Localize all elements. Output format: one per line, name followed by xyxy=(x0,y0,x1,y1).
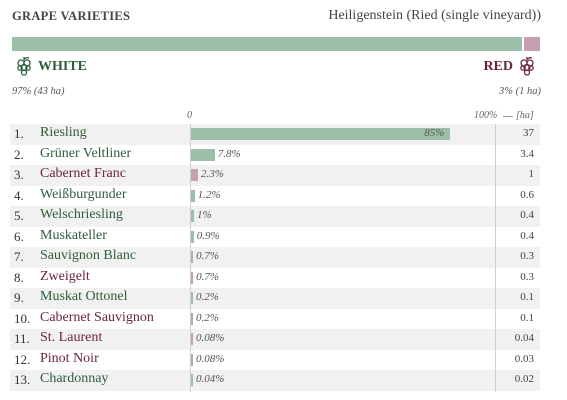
variety-share-bar xyxy=(191,333,193,345)
variety-hectares: 0.04 xyxy=(514,332,534,344)
variety-share-bar xyxy=(191,210,195,222)
variety-row: 11. St. Laurent 0.08% 0.04 xyxy=(10,329,540,350)
white-grape-icon xyxy=(17,57,31,76)
red-group-label: RED xyxy=(483,59,513,74)
variety-rank: 11. xyxy=(14,331,30,346)
variety-rank: 5. xyxy=(14,208,24,223)
red-share-label: 3% (1 ha) xyxy=(499,86,541,97)
variety-share-bar xyxy=(191,353,193,366)
variety-share-bar xyxy=(191,292,193,304)
variety-share-label: 0.7% xyxy=(196,270,220,283)
variety-row: 4. Weißburgunder 1.2% 0.6 xyxy=(10,186,540,207)
variety-name: Riesling xyxy=(40,125,87,140)
variety-share-label: 0.04% xyxy=(196,373,225,385)
variety-row: 6. Muskateller 0.9% 0.4 xyxy=(10,227,540,248)
axis-header-dash xyxy=(503,116,513,117)
red-share-segment xyxy=(524,37,540,51)
variety-name: Muskat Ottonel xyxy=(40,289,128,304)
white-group-label: WHITE xyxy=(38,59,88,74)
variety-hectares: 0.6 xyxy=(520,188,534,201)
chart-title: GRAPE VARIETIES xyxy=(12,9,131,23)
variety-share-label: 2.3% xyxy=(201,168,224,180)
axis-end-label: 100% xyxy=(474,110,498,121)
variety-rank: 3. xyxy=(14,167,24,182)
variety-hectares: 0.3 xyxy=(520,250,534,262)
white-share-label: 97% (43 ha) xyxy=(12,86,65,97)
variety-row: 9. Muskat Ottonel 0.2% 0.1 xyxy=(10,288,540,309)
variety-share-bar xyxy=(191,148,215,161)
variety-row: 2. Grüner Veltliner 7.8% 3.4 xyxy=(10,145,540,166)
variety-rank: 2. xyxy=(14,146,24,162)
variety-rank: 8. xyxy=(14,269,24,285)
variety-row: 8. Zweigelt 0.7% 0.3 xyxy=(10,268,540,289)
hectare-column-header: [ha] xyxy=(516,110,534,121)
variety-share-label: 1% xyxy=(197,209,212,221)
variety-rank: 13. xyxy=(14,372,31,387)
variety-name: St. Laurent xyxy=(40,330,103,345)
variety-share-label: 1.2% xyxy=(197,188,221,201)
bar-axis-start-line xyxy=(190,124,191,392)
vineyard-subtitle: Heiligenstein (Ried (single vineyard)) xyxy=(328,8,541,23)
white-share-segment xyxy=(12,37,522,51)
variety-share-bar xyxy=(191,169,198,181)
variety-hectares: 37 xyxy=(523,127,534,139)
variety-rank: 1. xyxy=(14,126,24,141)
variety-share-bar xyxy=(191,251,194,263)
variety-share-bar xyxy=(191,189,195,202)
variety-hectares: 1 xyxy=(528,168,535,180)
variety-row: 5. Welschriesling 1% 0.4 xyxy=(10,206,540,227)
variety-share-bar xyxy=(191,230,194,243)
variety-rank: 9. xyxy=(14,290,24,305)
variety-name: Cabernet Sauvignon xyxy=(40,309,154,325)
variety-share-label: 0.2% xyxy=(196,311,219,324)
axis-start-label: 0 xyxy=(187,110,192,121)
variety-name: Cabernet Franc xyxy=(40,166,126,181)
variety-rank: 4. xyxy=(14,187,24,203)
variety-name: Welschriesling xyxy=(40,207,123,222)
variety-share-bar xyxy=(191,374,193,386)
hectare-column-divider xyxy=(495,124,496,392)
variety-rank: 10. xyxy=(14,310,31,326)
variety-share-bar xyxy=(191,312,193,325)
variety-share-label: 85% xyxy=(424,127,445,139)
variety-row: 1. Riesling 85% 37 xyxy=(10,124,540,145)
variety-row: 13. Chardonnay 0.04% 0.02 xyxy=(10,370,540,391)
variety-name: Pinot Noir xyxy=(40,350,99,366)
variety-name: Chardonnay xyxy=(40,371,109,386)
variety-name: Zweigelt xyxy=(40,268,90,284)
variety-hectares: 0.4 xyxy=(520,229,534,242)
variety-rank: 12. xyxy=(14,351,31,367)
variety-row: 12. Pinot Noir 0.08% 0.03 xyxy=(10,350,540,371)
variety-hectares: 0.4 xyxy=(520,209,534,221)
variety-name: Sauvignon Blanc xyxy=(40,248,137,263)
variety-share-bar xyxy=(191,271,194,284)
variety-share-label: 0.2% xyxy=(196,291,219,303)
variety-rank: 6. xyxy=(14,228,24,244)
variety-hectares: 0.1 xyxy=(520,291,534,303)
red-grape-icon xyxy=(520,57,534,76)
variety-hectares: 0.3 xyxy=(520,270,534,283)
variety-hectares: 0.02 xyxy=(514,373,534,385)
variety-share-label: 0.7% xyxy=(196,250,220,262)
variety-hectares: 3.4 xyxy=(520,147,534,160)
variety-share-bar xyxy=(191,128,451,140)
variety-row: 3. Cabernet Franc 2.3% 1 xyxy=(10,165,540,186)
variety-rank: 7. xyxy=(14,249,24,264)
variety-share-label: 7.8% xyxy=(217,147,241,160)
variety-hectares: 0.03 xyxy=(514,352,534,365)
color-share-bar xyxy=(12,37,540,51)
variety-hectares: 0.1 xyxy=(520,311,534,324)
variety-share-label: 0.9% xyxy=(196,229,220,242)
variety-share-label: 0.08% xyxy=(196,352,225,365)
variety-share-label: 0.08% xyxy=(196,332,225,344)
variety-name: Grüner Veltliner xyxy=(40,145,132,161)
variety-name: Muskateller xyxy=(40,227,107,243)
variety-row: 7. Sauvignon Blanc 0.7% 0.3 xyxy=(10,247,540,268)
variety-name: Weißburgunder xyxy=(40,186,127,202)
variety-row: 10. Cabernet Sauvignon 0.2% 0.1 xyxy=(10,309,540,330)
